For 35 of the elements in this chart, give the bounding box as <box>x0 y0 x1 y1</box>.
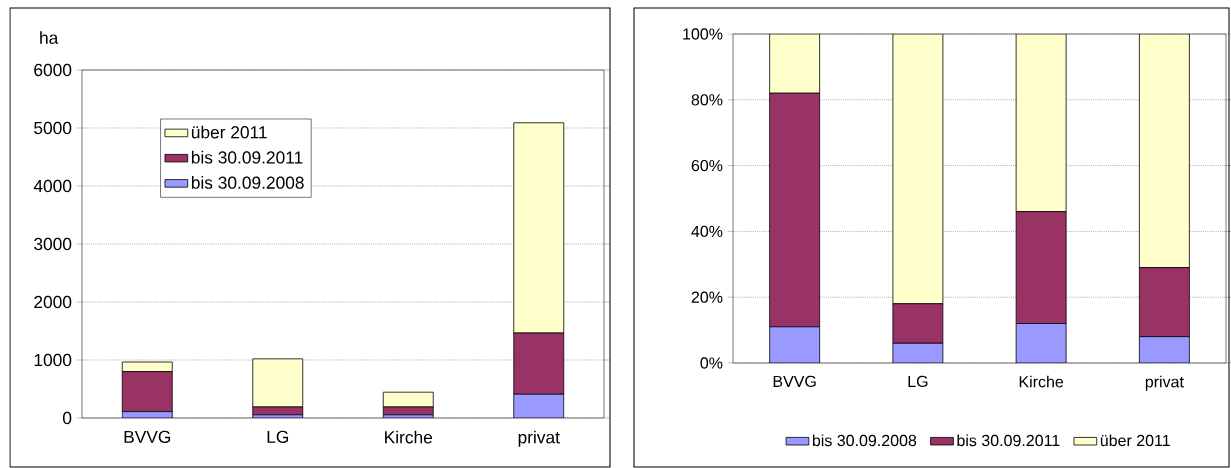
y-tick-label: 0% <box>700 357 723 369</box>
x-tick-label: Kirche <box>385 430 433 444</box>
y-tick-label: 60% <box>691 159 723 172</box>
bar <box>1138 34 1190 268</box>
y-tick-label: 80% <box>691 94 723 106</box>
y-tick-label: 5000 <box>34 121 72 135</box>
y-tick-label: 1000 <box>34 353 72 367</box>
bar <box>769 326 821 363</box>
x-tick-label: BVVG <box>773 375 816 388</box>
x-tick-label: privat <box>1145 375 1184 391</box>
y-axis-title: ha <box>40 31 59 44</box>
legend-label: über 2011 <box>191 125 267 139</box>
bar <box>769 34 821 94</box>
y-tick-label: 40% <box>691 225 723 238</box>
bar <box>892 34 944 305</box>
legend-label: bis 30.09.2008 <box>812 434 917 447</box>
bar <box>1015 323 1067 363</box>
legend-label: bis 30.09.2011 <box>957 434 1060 447</box>
x-tick-label: LG <box>267 430 289 443</box>
y-tick-label: 2000 <box>34 295 72 309</box>
legend-label: bis 30.09.2008 <box>191 176 304 189</box>
x-tick-label: LG <box>908 375 928 388</box>
legend-label: über 2011 <box>1100 434 1170 447</box>
y-tick-label: 0 <box>62 411 72 425</box>
y-tick-label: 6000 <box>34 63 72 77</box>
x-tick-label: privat <box>518 430 560 447</box>
y-tick-label: 20% <box>691 291 723 303</box>
y-tick-label: 100% <box>683 28 723 40</box>
y-tick-label: 4000 <box>33 179 72 193</box>
bar <box>1015 34 1067 213</box>
y-tick-label: 3000 <box>34 237 72 251</box>
legend-label: bis 30.09.2011 <box>191 150 303 164</box>
x-tick-label: Kirche <box>1019 375 1064 388</box>
bar <box>1138 336 1190 363</box>
x-tick-label: BVVG <box>124 430 171 443</box>
